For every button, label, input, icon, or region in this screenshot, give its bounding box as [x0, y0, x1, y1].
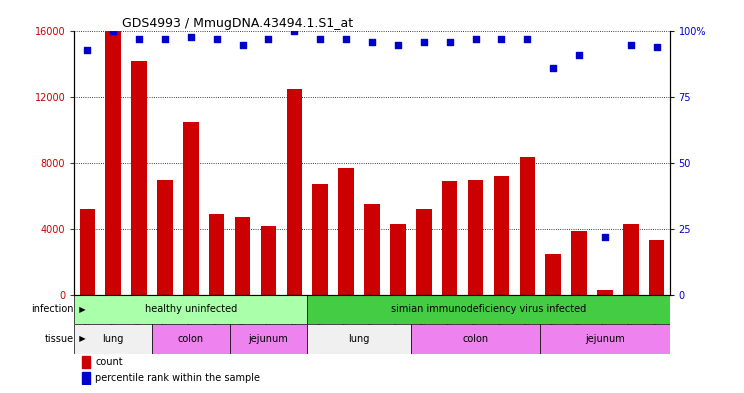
Point [392, 41, 404, 48]
Bar [152, 324, 230, 354]
Point [159, 36, 171, 42]
Point [133, 36, 145, 42]
Bar [468, 180, 484, 295]
Point [443, 39, 455, 45]
Bar [416, 209, 432, 295]
Text: infection: infection [31, 305, 74, 314]
Point [651, 44, 663, 50]
Point [625, 41, 637, 48]
Text: percentile rank within the sample: percentile rank within the sample [95, 373, 260, 383]
Bar [623, 224, 638, 295]
Bar [493, 176, 509, 295]
Bar [230, 324, 307, 354]
Point [211, 36, 222, 42]
Point [573, 52, 585, 58]
Text: lung: lung [348, 334, 370, 344]
Text: ▶: ▶ [74, 334, 86, 343]
Text: colon: colon [178, 334, 204, 344]
Point [81, 47, 93, 53]
Text: colon: colon [463, 334, 489, 344]
Text: lung: lung [103, 334, 124, 344]
Point [107, 28, 119, 35]
Bar [157, 180, 173, 295]
Text: count: count [95, 357, 123, 367]
Bar [209, 214, 225, 295]
Text: simian immunodeficiency virus infected: simian immunodeficiency virus infected [391, 305, 586, 314]
Bar [260, 226, 276, 295]
Bar [649, 241, 664, 295]
Bar [80, 209, 95, 295]
Bar [312, 184, 328, 295]
Bar [307, 295, 670, 324]
Bar [339, 168, 354, 295]
Bar [82, 356, 90, 368]
Point [496, 36, 507, 42]
Bar [74, 295, 307, 324]
Bar [571, 231, 587, 295]
Bar [442, 181, 458, 295]
Point [599, 234, 611, 240]
Point [340, 36, 352, 42]
Text: tissue: tissue [45, 334, 74, 344]
Text: jejunum: jejunum [585, 334, 625, 344]
Point [237, 41, 248, 48]
Point [366, 39, 378, 45]
Bar [597, 290, 612, 295]
Point [469, 36, 481, 42]
Bar [286, 89, 302, 295]
Point [314, 36, 326, 42]
Point [289, 28, 301, 35]
Point [263, 36, 275, 42]
Text: GDS4993 / MmugDNA.43494.1.S1_at: GDS4993 / MmugDNA.43494.1.S1_at [122, 17, 353, 30]
Bar [82, 372, 90, 384]
Point [185, 33, 197, 40]
Bar [183, 122, 199, 295]
Text: jejunum: jejunum [248, 334, 289, 344]
Text: healthy uninfected: healthy uninfected [145, 305, 237, 314]
Bar [411, 324, 540, 354]
Bar [235, 217, 251, 295]
Point [547, 65, 559, 72]
Bar [540, 324, 670, 354]
Bar [390, 224, 405, 295]
Bar [307, 324, 411, 354]
Bar [545, 253, 561, 295]
Point [418, 39, 430, 45]
Text: ▶: ▶ [74, 305, 86, 314]
Bar [106, 31, 121, 295]
Bar [74, 324, 152, 354]
Point [522, 36, 533, 42]
Bar [132, 61, 147, 295]
Bar [365, 204, 379, 295]
Bar [519, 156, 535, 295]
